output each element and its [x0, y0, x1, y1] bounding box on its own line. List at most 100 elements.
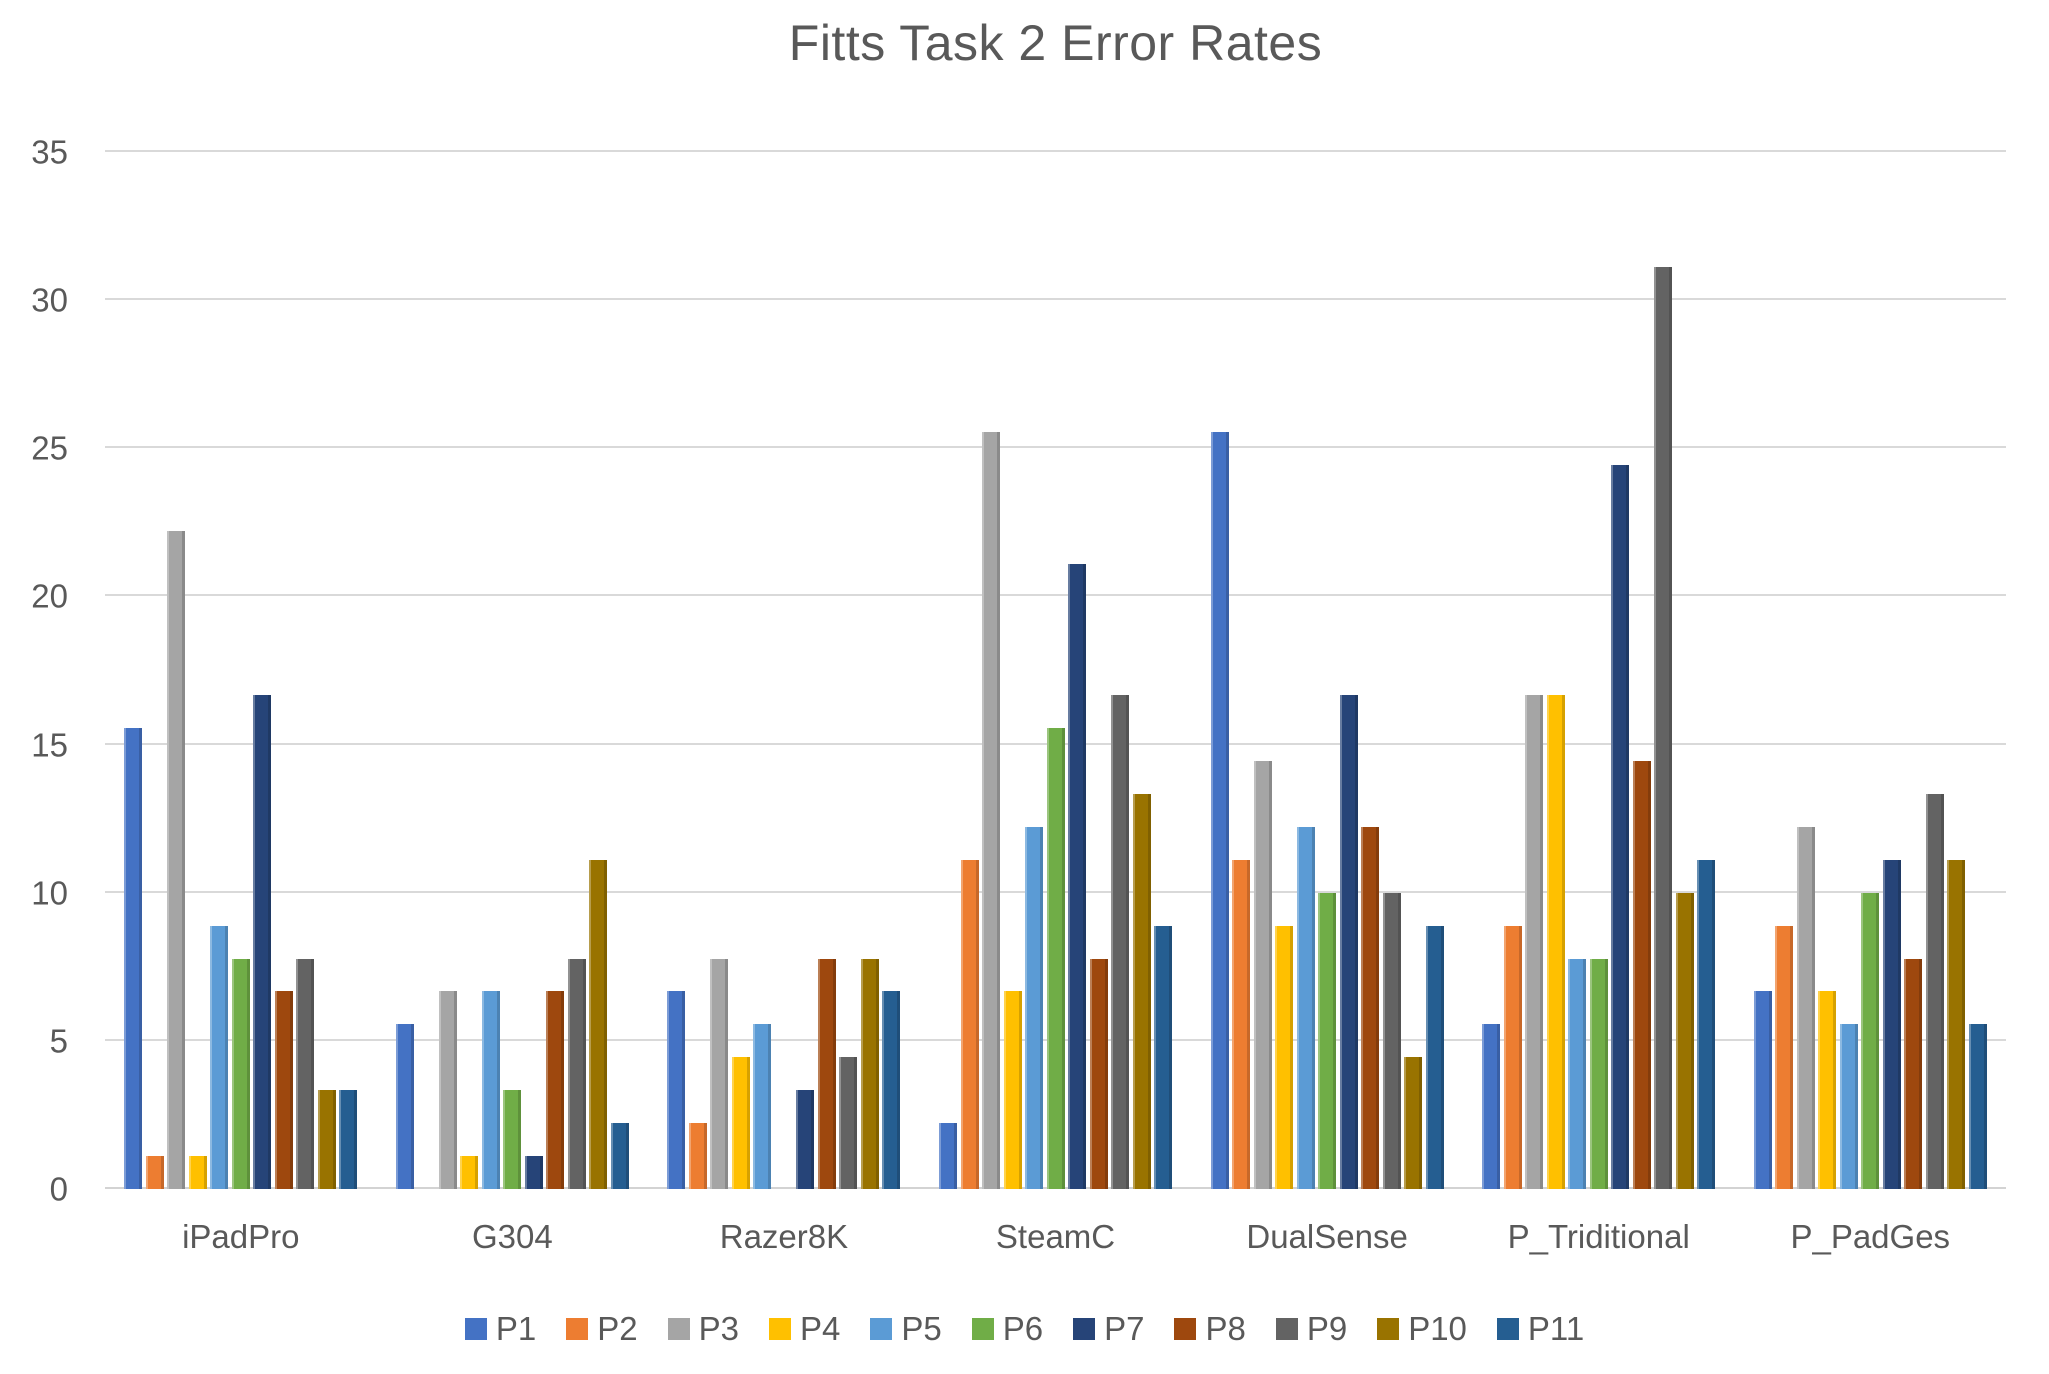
- legend-item-P2: P2: [566, 1310, 638, 1347]
- bar-SteamC-P1: [939, 1123, 958, 1189]
- bar-G304-P3: [438, 991, 457, 1189]
- bar-Razer8K-P5: [753, 1024, 772, 1189]
- legend-label-P1: P1: [495, 1310, 537, 1347]
- legend-item-P5: P5: [870, 1312, 942, 1345]
- bar-iPadPro-P5: [210, 925, 229, 1189]
- bar-iPadPro-P10: [317, 1090, 336, 1189]
- bar-Razer8K-P11: [882, 991, 901, 1189]
- legend-swatch-P2: [566, 1317, 589, 1340]
- legend-swatch-P9: [1275, 1317, 1298, 1340]
- legend-item-P6: P6: [971, 1312, 1043, 1345]
- bar-G304-P9: [567, 958, 586, 1189]
- legend-swatch-P1: [464, 1317, 487, 1340]
- bar-group-G304: [377, 152, 649, 1189]
- y-tick-label-0: 0: [49, 1170, 68, 1208]
- bar-group-P_Triditional: [1463, 152, 1735, 1189]
- bar-Razer8K-P10: [860, 958, 879, 1189]
- bar-group-SteamC: [920, 152, 1192, 1189]
- legend-item-P3: P3: [667, 1310, 739, 1347]
- bar-G304-P8: [546, 991, 565, 1189]
- y-tick-label-10: 10: [31, 874, 68, 912]
- bar-DualSense-P8: [1361, 826, 1380, 1189]
- bar-group-DualSense: [1191, 152, 1463, 1189]
- x-category-label-Razer8K: Razer8K: [719, 1218, 849, 1255]
- y-tick-label-15: 15: [31, 726, 68, 764]
- bar-G304-P6: [503, 1090, 522, 1189]
- y-tick-label-30: 30: [31, 281, 68, 319]
- gridline-20: [105, 594, 2006, 597]
- y-tick-label-5: 5: [49, 1022, 68, 1060]
- bar-SteamC-P9: [1111, 695, 1130, 1189]
- gridline-30: [105, 298, 2006, 301]
- bar-DualSense-P4: [1275, 925, 1294, 1189]
- legend-label-P9: P9: [1306, 1310, 1348, 1347]
- legend-swatch-P3: [667, 1317, 690, 1340]
- y-tick-label-20: 20: [31, 577, 68, 615]
- bar-group-Razer8K: [648, 152, 920, 1189]
- bar-iPadPro-P3: [167, 530, 186, 1189]
- bar-P_Triditional-P10: [1675, 892, 1694, 1189]
- bar-P_Triditional-P4: [1546, 695, 1565, 1189]
- y-tick-label-35: 35: [31, 133, 68, 171]
- bar-SteamC-P3: [982, 431, 1001, 1189]
- bar-Razer8K-P7: [796, 1090, 815, 1189]
- bar-groups: [105, 152, 2006, 1189]
- bar-P_PadGes-P1: [1753, 991, 1772, 1189]
- bar-G304-P4: [460, 1156, 479, 1189]
- legend-label-P2: P2: [597, 1310, 638, 1347]
- bar-SteamC-P2: [960, 859, 979, 1189]
- legend-item-P11: P11: [1496, 1310, 1585, 1347]
- bar-SteamC-P4: [1003, 991, 1022, 1189]
- bar-iPadPro-P7: [253, 695, 272, 1189]
- bar-P_Triditional-P7: [1611, 464, 1630, 1189]
- bar-Razer8K-P3: [710, 958, 729, 1189]
- bar-P_PadGes-P3: [1796, 826, 1815, 1189]
- bar-iPadPro-P1: [124, 727, 143, 1189]
- legend-item-P7: P7: [1073, 1312, 1144, 1345]
- legend-swatch-P10: [1377, 1317, 1400, 1340]
- bar-P_Triditional-P9: [1654, 267, 1673, 1189]
- chart-title: Fitts Task 2 Error Rates: [788, 15, 1323, 71]
- gridline-35: [105, 150, 2006, 152]
- bar-Razer8K-P2: [688, 1123, 707, 1189]
- legend-label-P11: P11: [1527, 1310, 1585, 1347]
- legend-label-P7: P7: [1104, 1310, 1145, 1347]
- bar-group-P_PadGes: [1734, 152, 2006, 1189]
- bar-DualSense-P5: [1296, 826, 1315, 1189]
- bar-iPadPro-P6: [231, 958, 250, 1189]
- x-category-label-DualSense: DualSense: [1246, 1218, 1408, 1255]
- bar-DualSense-P7: [1339, 695, 1358, 1189]
- legend-item-P9: P9: [1275, 1310, 1348, 1347]
- bar-P_PadGes-P4: [1818, 991, 1837, 1189]
- bar-P_Triditional-P6: [1589, 958, 1608, 1189]
- legend-swatch-P7: [1073, 1317, 1096, 1340]
- bar-SteamC-P10: [1132, 794, 1151, 1189]
- bar-SteamC-P7: [1068, 563, 1087, 1189]
- legend: P1 P2 P3 P4 P5 P6 P7 P8 P9 P10 P11: [0, 1312, 2049, 1345]
- bar-P_Triditional-P8: [1632, 761, 1651, 1189]
- bar-SteamC-P5: [1025, 826, 1044, 1189]
- bar-P_PadGes-P5: [1839, 1024, 1858, 1189]
- bar-Razer8K-P8: [817, 958, 836, 1189]
- x-category-label-SteamC: SteamC: [995, 1218, 1116, 1255]
- bar-SteamC-P8: [1089, 958, 1108, 1189]
- bar-P_PadGes-P8: [1904, 958, 1923, 1189]
- bar-G304-P10: [589, 859, 608, 1189]
- bar-Razer8K-P9: [839, 1057, 858, 1189]
- legend-swatch-P8: [1174, 1317, 1197, 1340]
- bar-G304-P7: [524, 1156, 543, 1189]
- legend-label-P3: P3: [698, 1310, 739, 1347]
- x-category-label-P_Triditional: P_Triditional: [1507, 1218, 1690, 1255]
- bar-P_Triditional-P5: [1568, 958, 1587, 1189]
- plot-area: [105, 150, 2006, 1189]
- x-category-label-P_PadGes: P_PadGes: [1790, 1218, 1951, 1255]
- bar-P_PadGes-P11: [1968, 1024, 1987, 1189]
- legend-label-P10: P10: [1408, 1310, 1467, 1347]
- legend-item-P1: P1: [464, 1310, 537, 1347]
- bar-P_PadGes-P7: [1882, 859, 1901, 1189]
- bar-Razer8K-P4: [731, 1057, 750, 1189]
- bar-DualSense-P10: [1404, 1057, 1423, 1189]
- bar-G304-P11: [610, 1123, 629, 1189]
- bar-DualSense-P3: [1253, 761, 1272, 1189]
- bar-P_Triditional-P3: [1525, 695, 1544, 1189]
